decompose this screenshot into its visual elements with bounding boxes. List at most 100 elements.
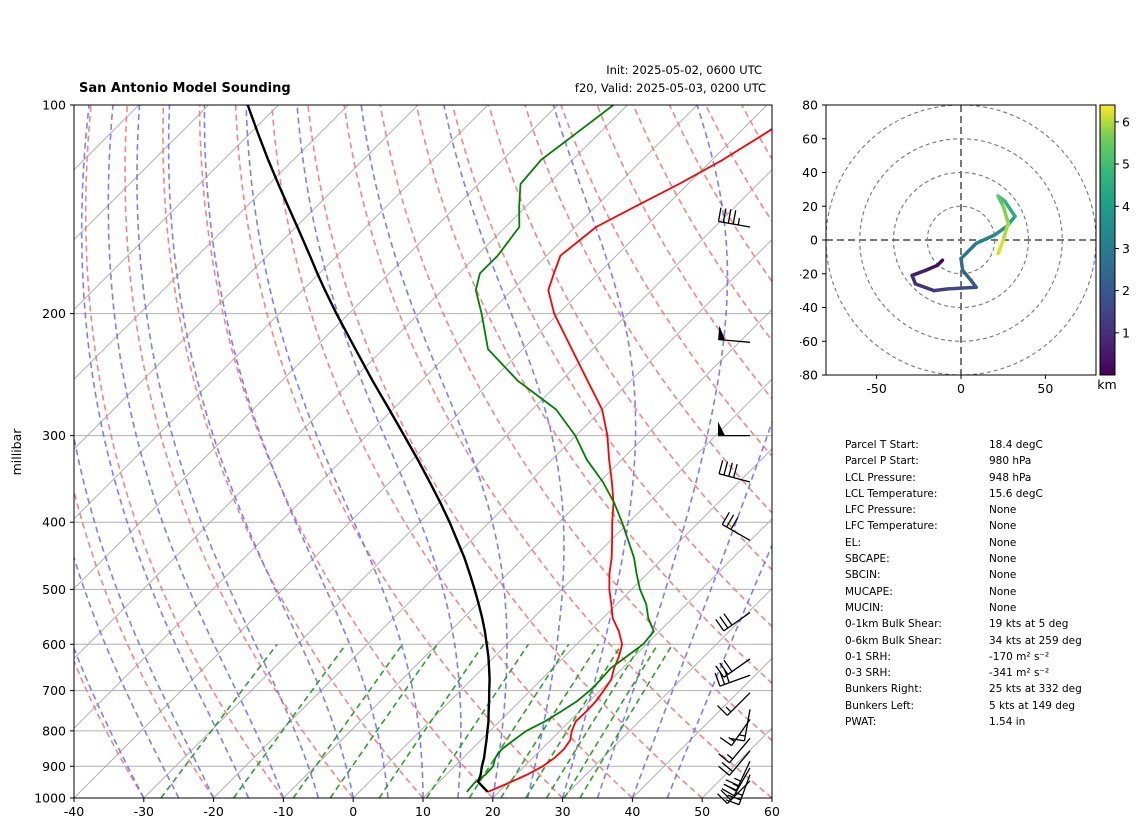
colorbar-tick-label: 5 [1122, 157, 1130, 172]
param-label: PWAT: [845, 716, 877, 729]
isotherm-line [74, 105, 558, 590]
wind-barb [718, 421, 750, 437]
param-label: 0-6km Bulk Shear: [845, 634, 942, 647]
param-value: None [989, 585, 1017, 598]
wind-barb-half [728, 736, 735, 742]
wind-barb-full [714, 672, 721, 687]
param-value: 948 hPa [989, 471, 1032, 484]
dry-adiabat-line [415, 105, 772, 685]
wind-barb [718, 460, 751, 483]
wind-barb-staff [718, 338, 751, 343]
dry-adiabat-line [84, 105, 285, 798]
x-tick-label: 0 [349, 804, 357, 819]
wind-barb-full [724, 783, 737, 792]
param-value: None [989, 569, 1017, 582]
moist-adiabat-line [631, 419, 772, 798]
hodograph-y-tick-label: -60 [800, 334, 818, 349]
y-tick-label: 900 [42, 759, 66, 774]
isotherm-line [143, 169, 772, 798]
param-label: SBCIN: [845, 569, 881, 582]
param-value: 980 hPa [989, 455, 1032, 468]
isotherm-line [632, 657, 772, 798]
moist-adiabat-line [107, 105, 285, 798]
y-tick-label: 100 [42, 98, 66, 113]
wind-barb-full [723, 669, 730, 683]
hodograph-segment [923, 263, 940, 273]
y-tick-label: 300 [42, 428, 66, 443]
param-row: 0-6km Bulk Shear: 34 kts at 259 deg [845, 633, 1105, 649]
wind-barb [718, 750, 751, 776]
param-row: Bunkers Right: 25 kts at 332 deg [845, 681, 1105, 697]
isotherm-line [352, 378, 772, 798]
moist-adiabat-line [136, 105, 320, 798]
hodograph-segment [1003, 199, 1017, 219]
hodograph-segment [959, 256, 965, 273]
init-time-label: Init: 2025-05-02, 0600 UTC [606, 63, 762, 77]
param-row: 0-1 SRH: -170 m² s⁻² [845, 649, 1105, 665]
hodograph-x-tick-label: 50 [1037, 381, 1053, 396]
chart-title: San Antonio Model Sounding [79, 81, 291, 96]
colorbar [1099, 104, 1116, 376]
isotherm-line [74, 105, 349, 380]
hodograph-y-tick-label: -80 [800, 368, 818, 383]
wind-barb-staff [718, 220, 751, 228]
temperature-line [487, 127, 772, 793]
param-label: LCL Pressure: [845, 471, 916, 484]
colorbar-label: km [1097, 377, 1116, 392]
param-row: Bunkers Left: 5 kts at 149 deg [845, 698, 1105, 714]
wind-barb-full [721, 512, 730, 525]
hodograph-segment [993, 224, 1009, 237]
dry-adiabat-line [668, 105, 772, 283]
isotherm-line [213, 238, 772, 798]
moist-adiabat-line [296, 105, 462, 798]
param-label: 0-1 SRH: [845, 650, 891, 663]
hodograph-x-tick-label: -50 [866, 381, 886, 396]
isotherm-line [74, 105, 489, 520]
param-row: Parcel P Start: 980 hPa [845, 453, 1105, 469]
param-label: SBCAPE: [845, 553, 890, 566]
wind-barb-staff [731, 718, 751, 746]
hodograph-segment [932, 287, 950, 293]
param-row: PWAT: 1.54 in [845, 714, 1105, 730]
dry-adiabat-line [451, 105, 772, 628]
wind-barb-full [725, 799, 740, 806]
colorbar-tick-label: 3 [1122, 241, 1130, 256]
param-value: None [989, 504, 1017, 517]
isotherm-line [74, 105, 419, 450]
wind-barb [717, 207, 751, 228]
wind-barb-full [717, 705, 728, 716]
wind-barb-staff [728, 750, 751, 776]
hodograph-y-tick-label: 0 [810, 233, 818, 248]
isotherm-line [74, 105, 279, 311]
isotherm-line [492, 518, 772, 798]
param-label: Bunkers Right: [845, 683, 922, 696]
wind-barb-staff [721, 523, 751, 542]
wind-barb [719, 718, 751, 747]
wind-barb-full [730, 737, 745, 742]
param-row: Parcel T Start: 18.4 degC [845, 437, 1105, 453]
hodograph-trace [910, 194, 1017, 293]
moist-adiabat-line [74, 433, 215, 798]
colorbar-tick-label: 6 [1122, 114, 1130, 129]
colorbar-tick-label: 4 [1122, 199, 1130, 214]
wind-barb-full [722, 208, 727, 223]
param-row: EL: None [845, 535, 1105, 551]
hodograph-y-tick-label: -20 [800, 266, 818, 281]
wind-barb [721, 767, 751, 797]
dry-adiabat-line [74, 487, 215, 798]
param-label: 0-3 SRH: [845, 667, 891, 680]
y-tick-label: 400 [42, 515, 66, 530]
isotherm-line [74, 105, 698, 729]
param-row: LFC Pressure: None [845, 502, 1105, 518]
y-axis-label: millibar [9, 428, 24, 476]
moist-adiabat-line [360, 105, 508, 798]
dry-adiabat-line [124, 105, 354, 798]
param-label: 0-1km Bulk Shear: [845, 618, 942, 631]
moist-adiabat-line [596, 105, 729, 798]
isotherm-line [74, 105, 768, 798]
hodograph-y-tick-label: 40 [802, 165, 818, 180]
wind-barb [718, 325, 751, 343]
wind-barb-full [732, 463, 738, 478]
param-row: 0-1km Bulk Shear: 19 kts at 5 deg [845, 616, 1105, 632]
param-value: -341 m² s⁻² [989, 667, 1050, 680]
